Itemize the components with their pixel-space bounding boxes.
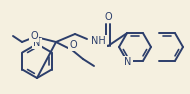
Text: O: O <box>104 12 112 22</box>
Text: NH: NH <box>91 36 106 46</box>
Text: O: O <box>30 31 38 41</box>
Text: N: N <box>124 57 132 67</box>
Text: O: O <box>69 40 77 50</box>
Text: N: N <box>33 39 41 49</box>
